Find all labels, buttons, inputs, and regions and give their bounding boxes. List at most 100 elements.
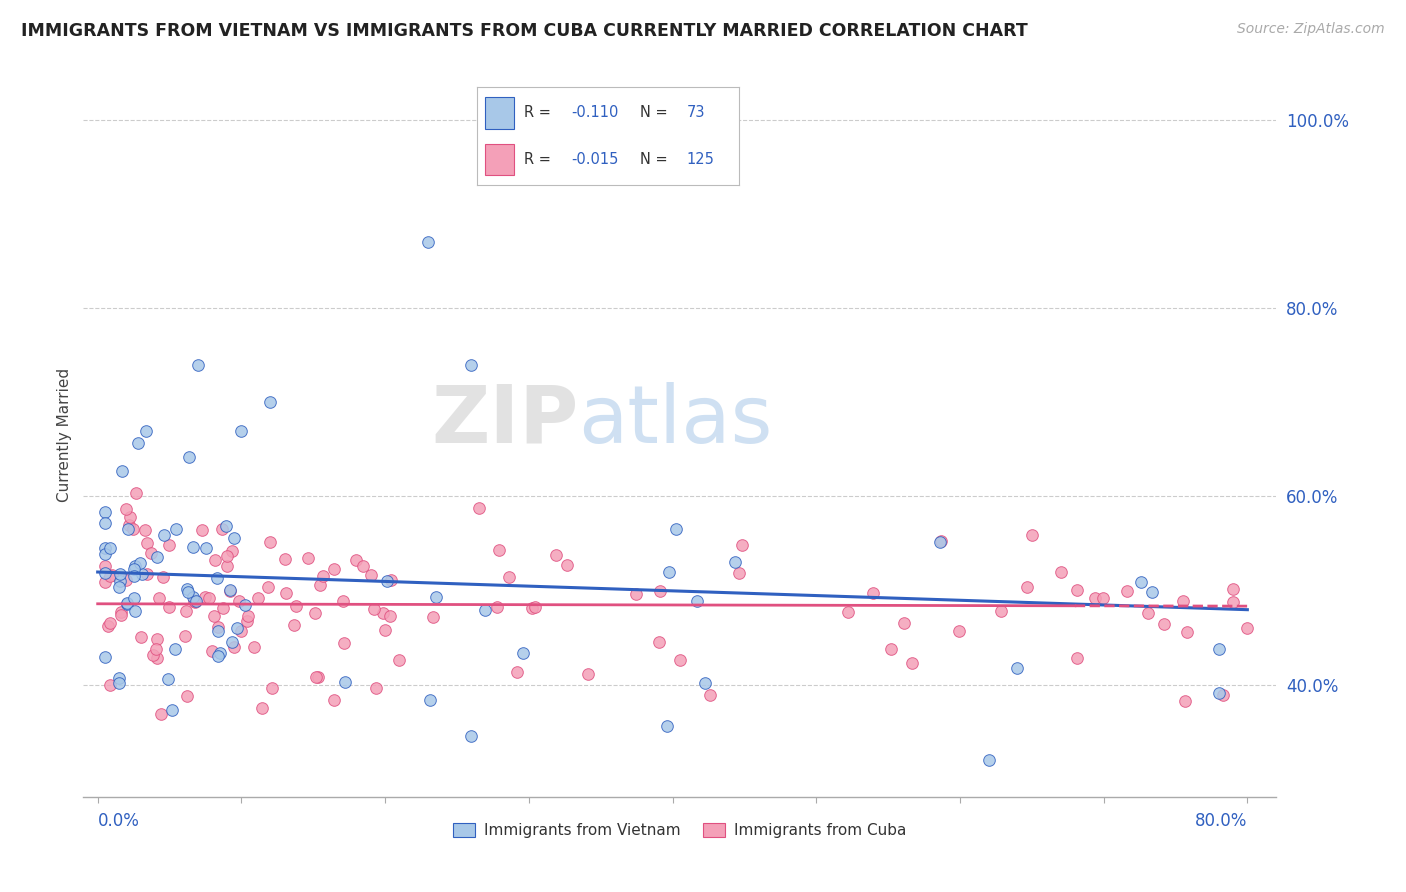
Point [146,549,169,564]
Point [215,558,238,573]
Point [94,505,117,519]
Point [118,517,141,532]
Point [122,569,145,583]
Point [929,534,952,549]
Point [422,610,444,624]
Point [332,636,354,650]
Point [1212,688,1234,702]
Point [546,548,568,562]
Point [657,718,679,732]
Point [183,594,205,608]
Point [1091,591,1114,605]
Point [304,607,326,621]
Point [862,586,884,600]
Point [135,424,157,438]
Point [665,522,688,536]
Point [94,547,117,561]
Point [204,553,226,567]
Point [658,565,681,579]
Point [110,607,132,622]
Point [460,729,482,743]
Point [1005,661,1028,675]
Point [191,523,214,537]
Point [165,522,187,536]
Point [98,568,121,582]
Point [378,609,401,624]
Point [322,693,344,707]
Point [648,584,671,599]
Point [107,671,129,685]
Point [153,528,176,542]
Point [157,600,180,615]
Point [207,620,229,634]
Point [486,600,509,615]
Point [363,602,385,616]
Point [468,501,491,516]
Point [283,618,305,632]
Point [201,644,224,658]
Point [576,667,599,681]
Point [250,700,273,714]
Point [323,562,346,576]
Point [512,647,534,661]
Point [893,616,915,631]
Point [115,574,138,588]
Point [1021,528,1043,542]
Point [94,559,117,574]
Point [186,594,208,608]
Legend: Immigrants from Vietnam, Immigrants from Cuba: Immigrants from Vietnam, Immigrants from… [447,817,912,844]
Point [120,510,142,524]
Point [259,535,281,549]
Point [488,543,510,558]
Point [520,601,543,615]
Point [1017,580,1039,594]
Point [202,609,225,624]
Point [115,597,138,611]
Point [150,707,173,722]
Point [1066,651,1088,665]
Point [174,628,197,642]
Point [152,569,174,583]
Point [131,566,153,581]
Point [157,672,180,686]
Point [1049,565,1071,579]
Point [309,577,332,591]
Point [208,646,231,660]
Point [108,580,131,594]
Point [352,558,374,573]
Point [108,675,131,690]
Point [1116,583,1139,598]
Point [94,541,117,556]
Point [221,544,243,558]
Point [94,574,117,589]
Point [124,562,146,576]
Point [129,556,152,570]
Point [108,574,131,589]
Point [136,536,159,550]
Point [259,395,281,409]
Point [419,693,441,707]
Point [731,538,754,552]
Point [207,648,229,663]
Point [990,604,1012,618]
Y-axis label: Currently Married: Currently Married [58,368,72,502]
Point [276,585,298,599]
Point [624,587,647,601]
Point [235,614,257,628]
Point [226,621,249,635]
Point [117,523,139,537]
Point [901,656,924,670]
Point [1222,595,1244,609]
Point [1208,641,1230,656]
Point [177,450,200,465]
Point [94,516,117,530]
Point [160,703,183,717]
Point [1174,694,1197,708]
Point [388,652,411,666]
Point [129,630,152,644]
Point [165,641,187,656]
Point [94,566,117,580]
Point [380,573,402,587]
Point [880,642,903,657]
Point [506,665,529,679]
